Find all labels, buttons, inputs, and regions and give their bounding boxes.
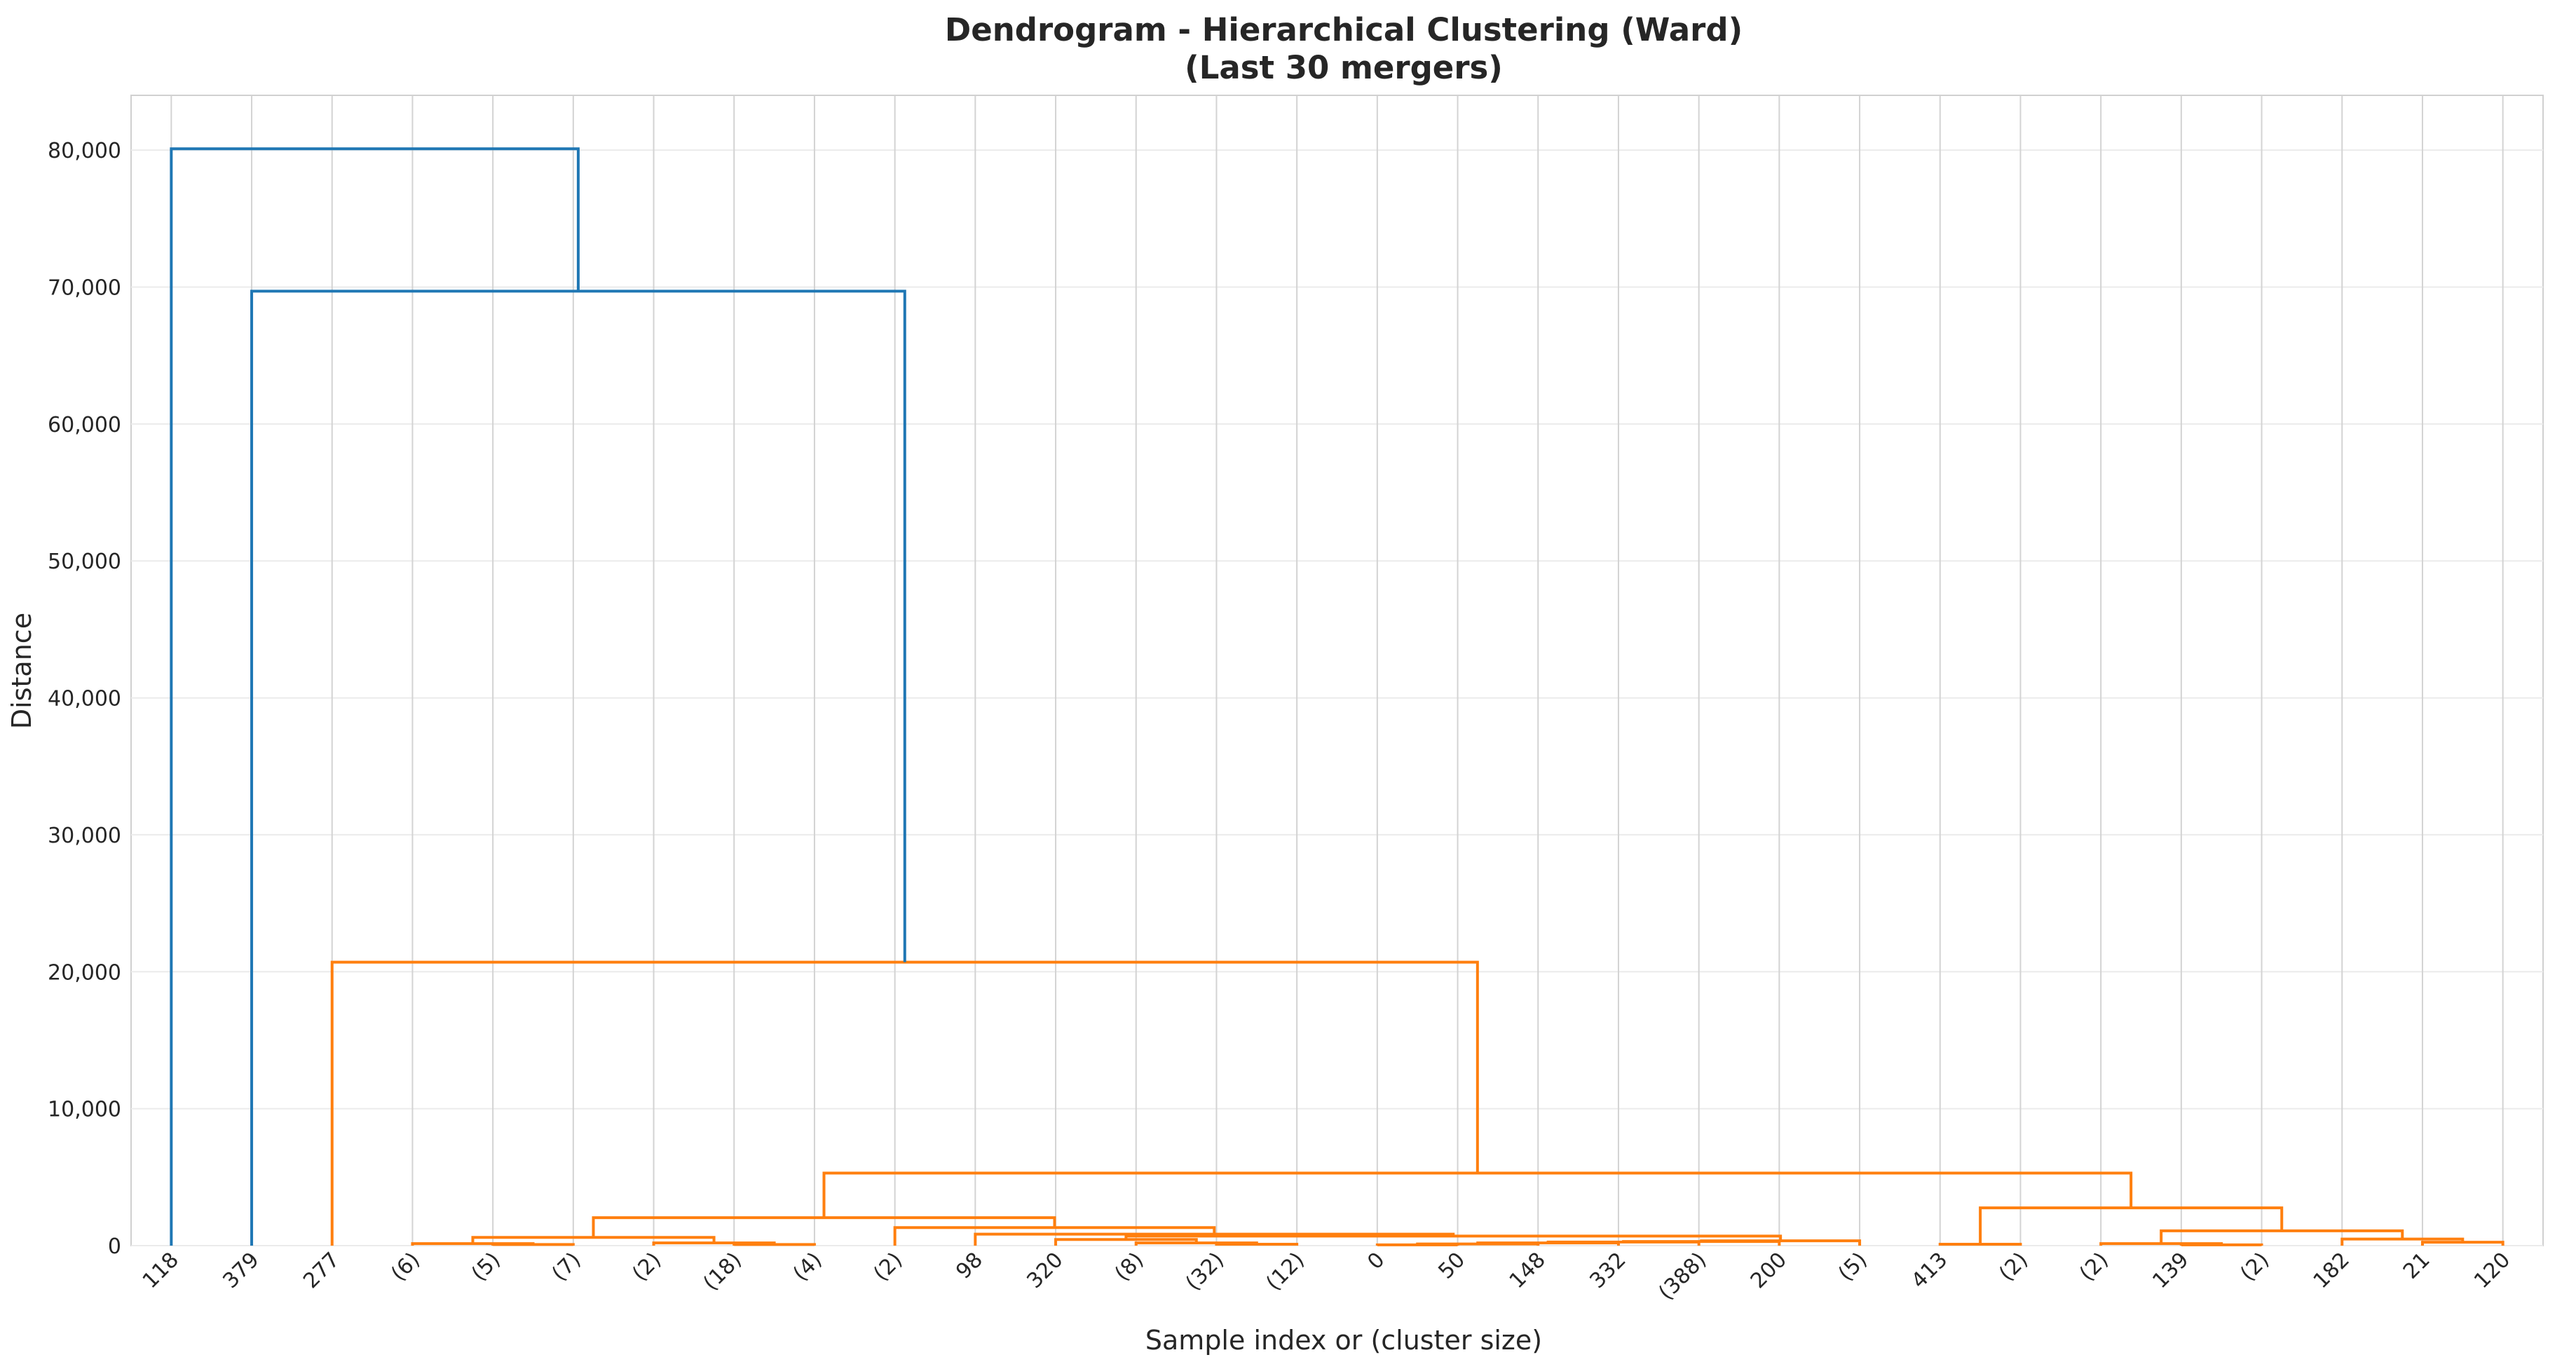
x-tick-label: 277 [299,1248,344,1293]
x-tick-label: 200 [1746,1248,1792,1293]
x-tick-label: 320 [1022,1248,1068,1293]
y-tick-label: 40,000 [48,687,121,711]
dendrogram-link [1215,1243,1299,1246]
x-tick-label: 0 [1363,1248,1389,1274]
x-tick-label: (6) [386,1248,425,1286]
x-axis-label: Sample index or (cluster size) [1145,1325,1542,1356]
chart-title: Dendrogram - Hierarchical Clustering (Wa… [945,11,1743,48]
dendrogram-link [250,290,906,1246]
x-tick-label: (18) [699,1248,747,1295]
x-tick-label: 120 [2469,1248,2515,1293]
dendrogram-link [592,1216,1056,1238]
x-tick-label: (2) [1994,1248,2033,1286]
y-tick-label: 20,000 [48,960,121,985]
dendrogram-link [732,1243,816,1246]
x-tick-label: 379 [218,1248,264,1293]
dendrogram-link [1938,1243,2022,1246]
x-tick-label: (388) [1654,1248,1712,1305]
dendrogram-link [2420,1241,2505,1246]
x-tick-label: (2) [2075,1248,2113,1286]
x-tick-label: (7) [547,1248,586,1286]
y-axis-label: Distance [6,613,37,729]
chart-subtitle: (Last 30 mergers) [1185,49,1503,86]
x-tick-label: (32) [1181,1248,1229,1295]
y-tick-label: 70,000 [48,276,121,301]
x-tick-label: 50 [1433,1248,1470,1284]
x-tick-label: 98 [951,1248,988,1284]
y-tick-label: 60,000 [48,413,121,437]
x-tick-label: 21 [2399,1248,2435,1284]
x-tick-label: (5) [467,1248,505,1286]
dendrogram-link [2099,1242,2223,1246]
x-tick-label: 148 [1505,1248,1551,1293]
x-tick-label: (8) [1110,1248,1149,1286]
x-tick-label: (5) [1834,1248,1872,1286]
x-tick-label: (12) [1262,1248,1309,1295]
x-tick-label: 182 [2309,1248,2354,1293]
x-tick-label: (4) [789,1248,827,1286]
x-tick-label: 139 [2148,1248,2193,1293]
dendrogram-link [411,1242,535,1246]
y-tick-label: 30,000 [48,824,121,848]
y-tick-label: 0 [108,1234,121,1259]
y-tick-label: 10,000 [48,1098,121,1122]
x-tick-label: 332 [1585,1248,1630,1293]
dendrogram-link [1054,1238,1198,1246]
x-tick-label: (2) [627,1248,666,1286]
x-tick-label: (2) [2235,1248,2274,1286]
x-tick-label: 118 [138,1248,184,1293]
y-tick-label: 80,000 [48,139,121,163]
y-tick-label: 50,000 [48,550,121,574]
dendrogram-link [471,1236,716,1244]
x-tick-label: 413 [1907,1248,1952,1293]
dendrogram-link [170,147,580,1246]
x-tick-label: (2) [869,1248,908,1286]
